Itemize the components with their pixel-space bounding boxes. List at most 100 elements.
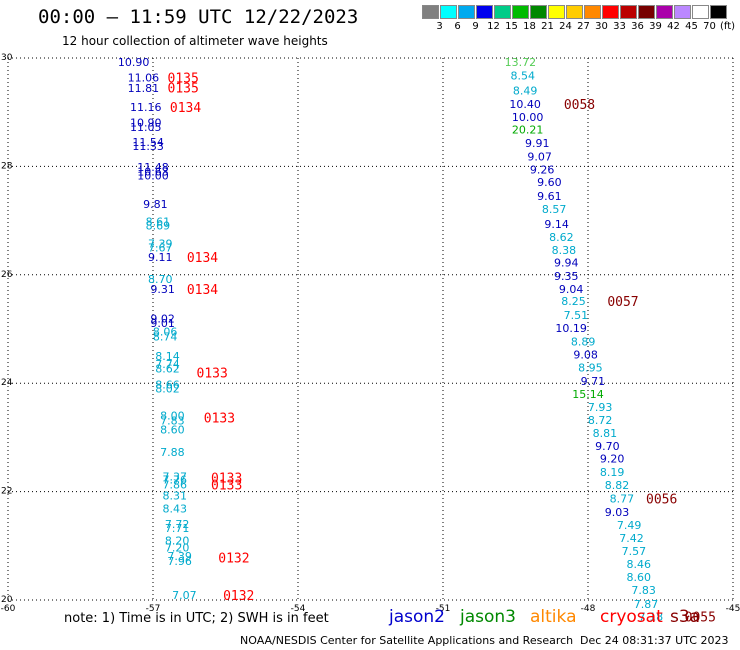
wave-height-value: 8.74 — [153, 331, 178, 344]
wave-height-value: 11.05 — [130, 121, 162, 134]
wave-height-value: 9.71 — [581, 375, 606, 388]
colorbar-swatch — [476, 5, 493, 19]
wave-height-value: 10.63 — [137, 165, 169, 178]
wave-height-value: 20.21 — [512, 124, 544, 137]
y-tick-label: 20 — [1, 595, 13, 605]
wave-height-value: 11.06 — [128, 72, 160, 85]
colorbar-swatch — [566, 5, 583, 19]
wave-height-value: 9.94 — [554, 256, 579, 269]
wave-height-value: 11.33 — [132, 140, 164, 153]
wave-height-value: 7.72 — [165, 518, 190, 531]
colorbar-swatch — [422, 5, 439, 19]
colorbar-swatch — [548, 5, 565, 19]
pass-time-label: 0056 — [646, 493, 677, 508]
wave-height-value: 8.54 — [511, 69, 536, 82]
pass-time-label: 0133 — [197, 366, 228, 381]
colorbar-label: 24 — [559, 21, 572, 32]
colorbar-swatch — [530, 5, 547, 19]
pass-time-label: 0058 — [564, 98, 595, 113]
generated-timestamp: Dec 24 08:31:37 UTC 2023 — [580, 634, 729, 647]
wave-height-value: 7.51 — [564, 309, 589, 322]
wave-height-value: 8.20 — [165, 534, 190, 547]
wave-height-value: 9.02 — [150, 313, 175, 326]
wave-height-value: 8.60 — [627, 571, 652, 584]
x-tick-label: -51 — [436, 604, 451, 614]
wave-height-value: 7.18 — [639, 610, 664, 623]
pass-time-label: 0057 — [607, 295, 638, 310]
pass-time-label: 0055 — [685, 610, 716, 625]
pass-time-label: 0134 — [187, 283, 218, 298]
wave-height-value: 8.61 — [146, 216, 171, 229]
wave-height-value: 7.20 — [165, 541, 190, 554]
pass-time-label: 0132 — [218, 552, 249, 567]
colorbar-label: 6 — [454, 21, 461, 32]
wave-height-value: 7.88 — [160, 446, 185, 459]
y-tick-label: 22 — [1, 487, 12, 497]
chart-subtitle: 12 hour collection of altimeter wave hei… — [62, 34, 328, 48]
wave-height-value: 10.40 — [509, 98, 541, 111]
wave-height-value: 9.11 — [148, 251, 173, 264]
wave-height-value: 7.42 — [619, 532, 644, 545]
y-tick-label: 26 — [1, 270, 13, 280]
x-tick-label: -57 — [146, 604, 161, 614]
colorbar-swatch — [620, 5, 637, 19]
colorbar-label: 27 — [577, 21, 590, 32]
pass-time-label: 0132 — [223, 589, 254, 604]
y-tick-label: 24 — [1, 378, 13, 388]
wave-height-value: 9.04 — [559, 283, 584, 296]
x-tick-label: -60 — [1, 604, 16, 614]
wave-height-value: 10.90 — [130, 116, 162, 129]
wave-height-value: 7.93 — [588, 401, 613, 414]
wave-height-value: 9.07 — [527, 151, 552, 164]
colorbar-swatch — [674, 5, 691, 19]
satellite-jason3: jason3 — [460, 607, 516, 627]
chart-title: 00:00 — 11:59 UTC 12/22/2023 — [38, 6, 359, 28]
wave-height-value: 7.71 — [165, 522, 190, 535]
wave-height-value: 7.83 — [631, 584, 656, 597]
wave-height-value: 8.72 — [588, 414, 613, 427]
satellite-cryosat: cryosat — [600, 607, 663, 627]
wave-height-value: 11.48 — [137, 161, 169, 174]
wave-height-value: 8.46 — [627, 558, 652, 571]
wave-height-value: 11.16 — [130, 101, 162, 114]
credit-line: NOAA/NESDIS Center for Satellite Applica… — [240, 634, 574, 647]
x-tick-label: -54 — [291, 604, 306, 614]
wave-height-value: 8.95 — [578, 361, 603, 374]
colorbar-swatch — [710, 5, 727, 19]
wave-height-value: 7.67 — [148, 242, 173, 255]
wave-height-value: 7.39 — [167, 550, 192, 563]
pass-time-label: 0134 — [170, 101, 201, 116]
wave-height-value: 7.76 — [163, 474, 188, 487]
y-tick-label: 30 — [1, 53, 13, 63]
wave-height-value: 9.81 — [143, 198, 168, 211]
satellite-altika: altika — [530, 607, 577, 627]
colorbar-label: 36 — [631, 21, 644, 32]
colorbar-label: 9 — [472, 21, 479, 32]
colorbar-label: 15 — [505, 21, 518, 32]
colorbar-swatch — [440, 5, 457, 19]
wave-height-value: 9.31 — [150, 283, 175, 296]
wave-height-value: 13.72 — [505, 56, 537, 69]
colorbar-label: 42 — [667, 21, 680, 32]
wave-height-value: 8.82 — [605, 479, 630, 492]
wave-height-value: 7.86 — [163, 479, 188, 492]
colorbar-label: 18 — [523, 21, 536, 32]
wave-height-value: 8.70 — [148, 273, 173, 286]
wave-height-value: 8.66 — [155, 378, 180, 391]
wave-height-value: 8.00 — [160, 410, 185, 423]
colorbar-swatch — [602, 5, 619, 19]
colorbar-swatch — [458, 5, 475, 19]
satellite-s3a: s3a — [670, 607, 701, 627]
colorbar-label: 30 — [595, 21, 608, 32]
wave-height-value: 8.81 — [593, 427, 618, 440]
wave-height-value: 8.06 — [153, 326, 178, 339]
pass-time-label: 0133 — [211, 479, 242, 494]
wave-height-value: 7.74 — [155, 358, 180, 371]
wave-height-value: 10.90 — [118, 56, 150, 69]
wave-height-value: 7.49 — [617, 519, 642, 532]
wave-height-value: 10.00 — [512, 111, 544, 124]
x-tick-label: -48 — [581, 604, 596, 614]
pass-time-label: 0133 — [204, 411, 235, 426]
wave-height-value: 9.01 — [150, 317, 175, 330]
